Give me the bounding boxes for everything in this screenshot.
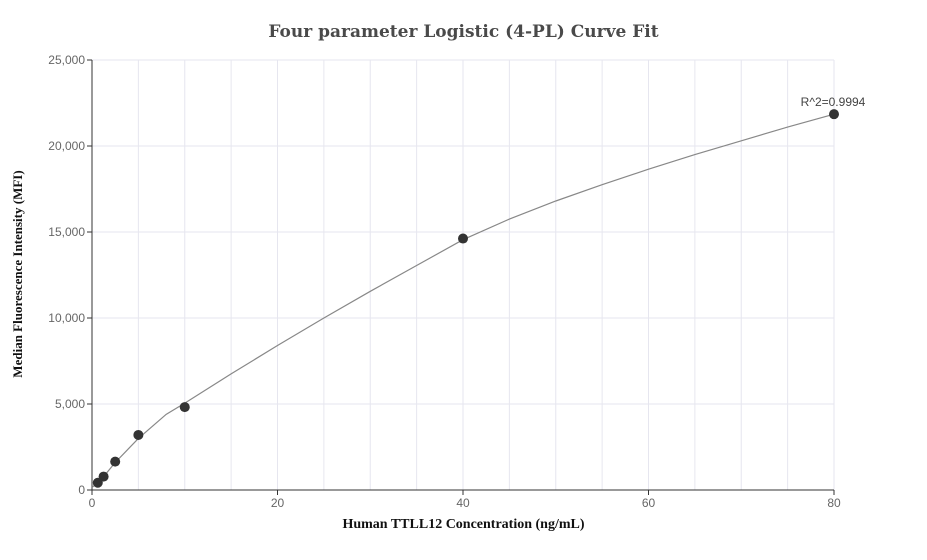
x-tick-label: 80 xyxy=(827,496,841,510)
x-tick-label: 60 xyxy=(642,496,656,510)
y-tick-label: 20,000 xyxy=(48,139,85,153)
y-tick-label: 0 xyxy=(78,483,85,497)
x-tick-label: 0 xyxy=(89,496,96,510)
data-point xyxy=(133,429,144,440)
axes xyxy=(87,59,835,495)
x-tick-label: 40 xyxy=(456,496,470,510)
chart-title: Four parameter Logistic (4-PL) Curve Fit xyxy=(268,22,659,42)
fit-curve-layer xyxy=(91,113,835,488)
x-axis-title: Human TTLL12 Concentration (ng/mL) xyxy=(342,517,585,532)
data-point xyxy=(458,233,468,244)
data-point xyxy=(829,109,839,120)
data-points-layer xyxy=(92,109,839,488)
y-tick-label: 10,000 xyxy=(48,311,85,325)
fit-curve-line xyxy=(91,113,835,488)
y-tick-label: 5,000 xyxy=(55,397,85,411)
data-point xyxy=(179,402,190,413)
r-squared-annotation: R^2=0.9994 xyxy=(801,95,866,109)
data-point xyxy=(98,471,109,482)
y-tick-label: 15,000 xyxy=(48,225,85,239)
tick-labels: 0 5,000 10,000 15,000 20,000 25,000 0 20 40 60 80 xyxy=(48,53,841,510)
x-tick-label: 20 xyxy=(271,496,285,510)
grid-lines xyxy=(92,59,835,490)
y-tick-label: 25,000 xyxy=(48,53,85,67)
data-point xyxy=(110,456,121,467)
